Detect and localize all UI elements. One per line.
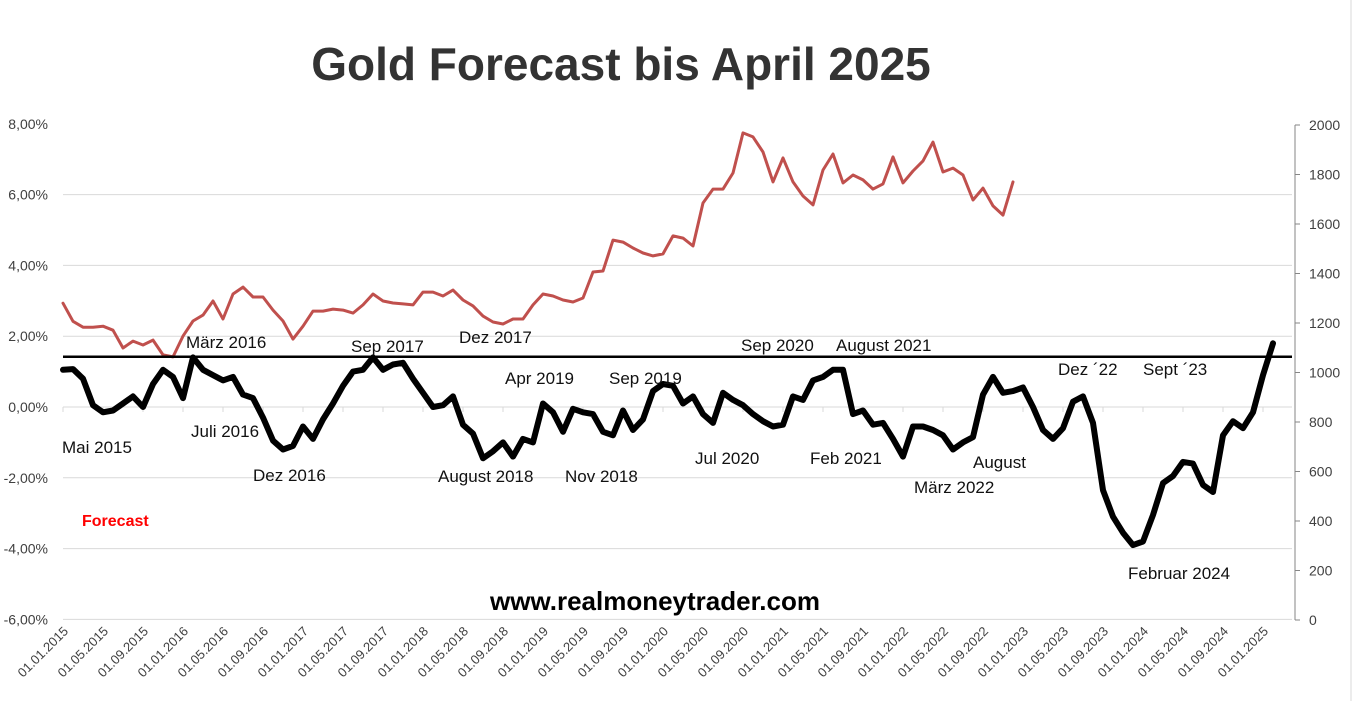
right-tick-label: 1800 xyxy=(1309,167,1340,183)
annotation-label: Nov 2018 xyxy=(565,467,638,486)
annotation-label: Sept ´23 xyxy=(1143,360,1207,379)
chart-title: Gold Forecast bis April 2025 xyxy=(311,38,931,90)
annotation-label: Sep 2020 xyxy=(741,336,814,355)
annotation-label: August 2018 xyxy=(438,467,533,486)
annotation-label: Apr 2019 xyxy=(505,369,574,388)
right-tick-label: 2000 xyxy=(1309,117,1340,133)
annotations: Mai 2015 Juli 2016 März 2016 Dez 2016 Sep 20… xyxy=(62,328,1230,583)
left-tick-label: -4,00% xyxy=(4,541,48,557)
right-tick-label: 1200 xyxy=(1309,315,1340,331)
right-tick-label: 400 xyxy=(1309,513,1333,529)
annotation-label: Dez 2017 xyxy=(459,328,532,347)
left-tick-label: 6,00% xyxy=(8,187,48,203)
forecast-label: Forecast xyxy=(82,513,149,530)
annotation-label: Mai 2015 xyxy=(62,438,132,457)
left-tick-label: 0,00% xyxy=(8,399,48,415)
forecast-line xyxy=(60,340,1276,549)
right-tick-label: 0 xyxy=(1309,612,1317,628)
annotation-label: August xyxy=(973,453,1026,472)
right-tick-label: 800 xyxy=(1309,414,1333,430)
annotation-label: Feb 2021 xyxy=(810,449,882,468)
left-tick-label: 2,00% xyxy=(8,328,48,344)
gold-price-line xyxy=(61,131,1015,359)
watermark: www.realmoneytrader.com xyxy=(489,586,820,616)
right-tick-label: 1000 xyxy=(1309,365,1340,381)
right-tick-label: 200 xyxy=(1309,563,1333,579)
annotation-label: März 2016 xyxy=(186,333,266,352)
left-y-axis: 8,00% 6,00% 4,00% 2,00% 0,00% -2,00% -4,00% -6,… xyxy=(4,116,48,628)
left-tick-label: -6,00% xyxy=(4,611,48,627)
left-tick-label: 8,00% xyxy=(8,116,48,132)
left-tick-label: 4,00% xyxy=(8,257,48,273)
series-layer xyxy=(60,131,1292,549)
right-tick-label: 600 xyxy=(1309,464,1333,480)
annotation-label: Sep 2019 xyxy=(609,369,682,388)
right-tick-label: 1600 xyxy=(1309,216,1340,232)
annotation-label: Dez ´22 xyxy=(1058,360,1118,379)
left-tick-label: -2,00% xyxy=(4,470,48,486)
annotation-label: Dez 2016 xyxy=(253,466,326,485)
annotation-label: März 2022 xyxy=(914,478,994,497)
annotation-label: Sep 2017 xyxy=(351,337,424,356)
right-tick-label: 1400 xyxy=(1309,266,1340,282)
gridlines xyxy=(63,194,1292,620)
annotation-label: Jul 2020 xyxy=(695,449,759,468)
annotation-label: Juli 2016 xyxy=(191,422,259,441)
annotation-label: August 2021 xyxy=(836,336,931,355)
annotation-label: Februar 2024 xyxy=(1128,564,1230,583)
